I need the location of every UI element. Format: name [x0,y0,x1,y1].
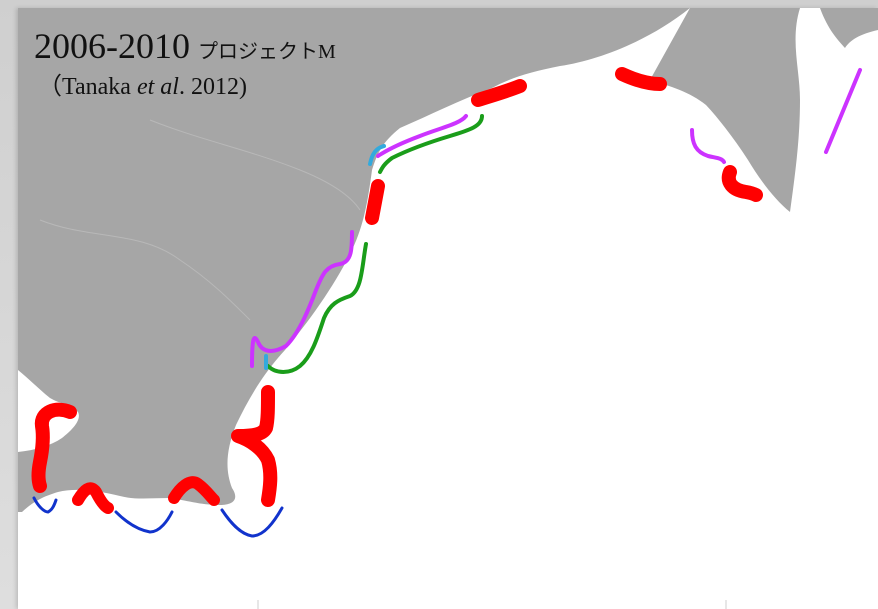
purple-segment [690,128,726,164]
title-line: 2006-2010 プロジェクトM [34,26,336,66]
cyan-segment [368,144,386,166]
blue-segment [114,510,174,534]
citation-open: （Tanaka [38,74,137,100]
red-segment [168,476,220,506]
boundary-line [39,219,251,321]
green-segment [378,114,484,174]
red-segment [721,165,763,202]
far-east-landmass [820,8,878,48]
red-segment [471,79,527,107]
blue-segment [220,506,284,538]
citation-close: . 2012) [178,74,247,100]
mainland-landmass [18,8,690,512]
purple-segment [824,68,862,154]
blue-segment [32,496,58,514]
red-segment [31,402,77,493]
boundary-line [149,119,361,211]
purple-segment [250,230,354,368]
red-segment [615,67,667,91]
title-project: プロジェクトM [198,41,336,63]
green-segment [266,242,368,374]
citation-italic: et al [136,74,179,100]
purple-segment [376,114,468,158]
citation: （Tanaka et al. 2012) [38,72,336,102]
red-segment [365,179,385,225]
eastern-peninsula [650,8,800,212]
map-title: 2006-2010 プロジェクトM （Tanaka et al. 2012) [34,26,336,102]
red-segment [72,482,114,514]
red-segment [231,385,278,507]
title-years: 2006-2010 [34,26,190,66]
